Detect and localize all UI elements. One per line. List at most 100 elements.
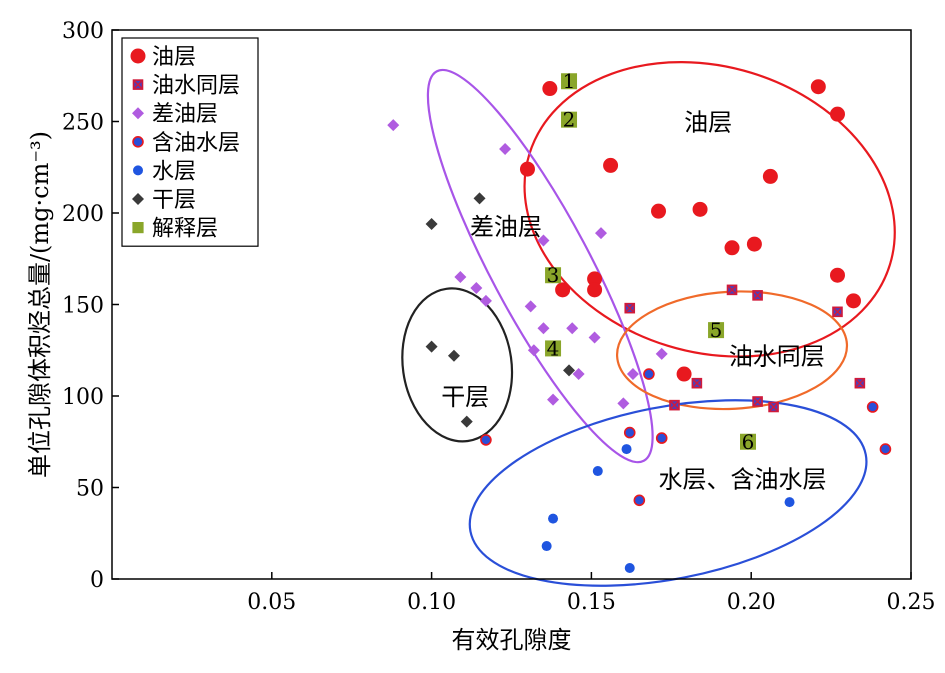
data-point: [527, 344, 540, 357]
data-point: [810, 79, 826, 95]
data-point: [621, 444, 632, 455]
data-point: [879, 443, 892, 455]
data-point: [132, 222, 144, 234]
data-point: [784, 497, 795, 508]
data-point: [542, 81, 558, 97]
data-point: [541, 541, 552, 552]
group-label: 油水同层: [729, 343, 825, 371]
legend-label: 油水同层: [152, 74, 240, 99]
data-point: [669, 399, 680, 411]
data-point: [854, 377, 866, 389]
data-point: [708, 322, 725, 339]
axes: 0.05 0.10 0.15 0.20 0.25 0 50 100 150 200 250 300 有效…: [26, 19, 935, 654]
data-point: [633, 494, 646, 507]
data-point: [740, 433, 757, 450]
data-point: [655, 432, 668, 444]
data-point: [768, 401, 779, 413]
data-point: [548, 513, 559, 524]
x-axis-label: 有效孔隙度: [452, 626, 572, 654]
x-tick-label: 0.05: [247, 590, 296, 615]
data-point: [587, 282, 603, 298]
y-tick-label: 150: [62, 294, 104, 319]
data-point: [626, 368, 639, 381]
data-point: [563, 364, 576, 377]
data-point: [537, 234, 550, 247]
data-point: [545, 267, 562, 284]
point-label: 2: [563, 108, 576, 132]
data-point: [537, 322, 550, 335]
point-label: 3: [547, 263, 560, 287]
data-point: [624, 563, 635, 574]
legend-label: 油层: [152, 45, 196, 70]
data-point: [676, 366, 692, 382]
group-label: 水层、含油水层: [659, 465, 827, 493]
data-point: [470, 282, 483, 295]
legend-label: 解释层: [152, 217, 218, 242]
data-point: [387, 119, 400, 132]
data-point: [480, 434, 492, 446]
data-point: [133, 165, 143, 176]
data-point: [132, 193, 144, 205]
x-tick-label: 0.25: [887, 590, 936, 615]
data-point: [447, 349, 460, 362]
y-axis-label: 单位孔隙体积烃总量/(mg·cm⁻³): [26, 131, 54, 478]
data-point: [746, 236, 762, 252]
data-point: [132, 107, 144, 120]
group-ellipse: [468, 399, 868, 587]
data-point: [479, 294, 492, 307]
legend-label: 水层: [152, 159, 196, 184]
data-point: [724, 240, 740, 256]
data-point: [566, 322, 579, 335]
data-point: [592, 466, 603, 477]
data-point: [594, 227, 607, 240]
data-point: [561, 111, 578, 128]
data-point: [473, 192, 486, 205]
data-point: [460, 415, 473, 428]
data-point: [624, 302, 636, 314]
data-point: [555, 282, 571, 298]
x-tick-label: 0.10: [407, 590, 456, 615]
y-tick-label: 0: [90, 568, 104, 593]
x-tick-label: 0.15: [567, 590, 616, 615]
y-tick-label: 200: [62, 202, 104, 227]
data-point: [130, 48, 146, 64]
data-point: [643, 368, 655, 380]
data-point: [726, 284, 738, 296]
data-point: [623, 426, 636, 439]
data-point: [587, 271, 603, 287]
data-point: [655, 347, 668, 360]
group-ellipse: [401, 287, 514, 443]
data-point: [425, 340, 438, 353]
y-tick-label: 250: [62, 111, 104, 136]
point-label: 6: [742, 430, 755, 454]
data-point: [692, 201, 708, 217]
data-point: [588, 331, 601, 344]
y-tick-label: 50: [76, 477, 104, 502]
data-point: [829, 106, 845, 122]
data-point: [829, 267, 845, 283]
group-label: 油层: [684, 109, 732, 137]
data-point: [691, 377, 703, 389]
data-points: 1 2 3 4 5 6: [387, 69, 892, 574]
legend-label: 含油水层: [152, 131, 240, 156]
group-ellipses: [401, 61, 896, 587]
data-point: [617, 397, 630, 410]
data-point: [603, 157, 619, 173]
group-label: 差油层: [470, 213, 542, 241]
data-point: [425, 217, 438, 230]
data-point: [572, 368, 585, 381]
data-point: [845, 293, 861, 309]
x-tick-label: 0.20: [727, 590, 776, 615]
legend-label: 干层: [152, 188, 196, 213]
point-label: 1: [563, 69, 576, 93]
data-point: [651, 203, 667, 219]
data-point: [866, 401, 879, 413]
data-point: [752, 290, 763, 301]
data-point: [561, 73, 578, 90]
data-point: [454, 271, 467, 284]
data-point: [545, 340, 562, 357]
data-point: [519, 161, 535, 177]
